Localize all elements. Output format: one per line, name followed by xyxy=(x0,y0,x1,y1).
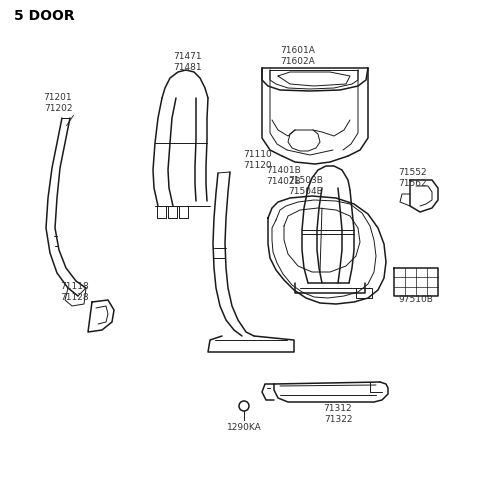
Text: 71503B
71504B: 71503B 71504B xyxy=(288,176,324,196)
Text: 71110
71120: 71110 71120 xyxy=(244,150,272,170)
Text: 71312
71322: 71312 71322 xyxy=(324,404,352,424)
Text: 71201
71202: 71201 71202 xyxy=(44,93,72,113)
Text: 97510B: 97510B xyxy=(398,296,433,305)
Text: 71471
71481: 71471 71481 xyxy=(174,52,202,72)
Text: 71118
71128: 71118 71128 xyxy=(60,282,89,302)
Text: 1290KA: 1290KA xyxy=(227,424,262,432)
Text: 71552
71562: 71552 71562 xyxy=(399,168,427,188)
Text: 71401B
71402B: 71401B 71402B xyxy=(266,166,301,186)
Text: 5 DOOR: 5 DOOR xyxy=(14,9,74,23)
Text: 71601A
71602A: 71601A 71602A xyxy=(281,46,315,66)
